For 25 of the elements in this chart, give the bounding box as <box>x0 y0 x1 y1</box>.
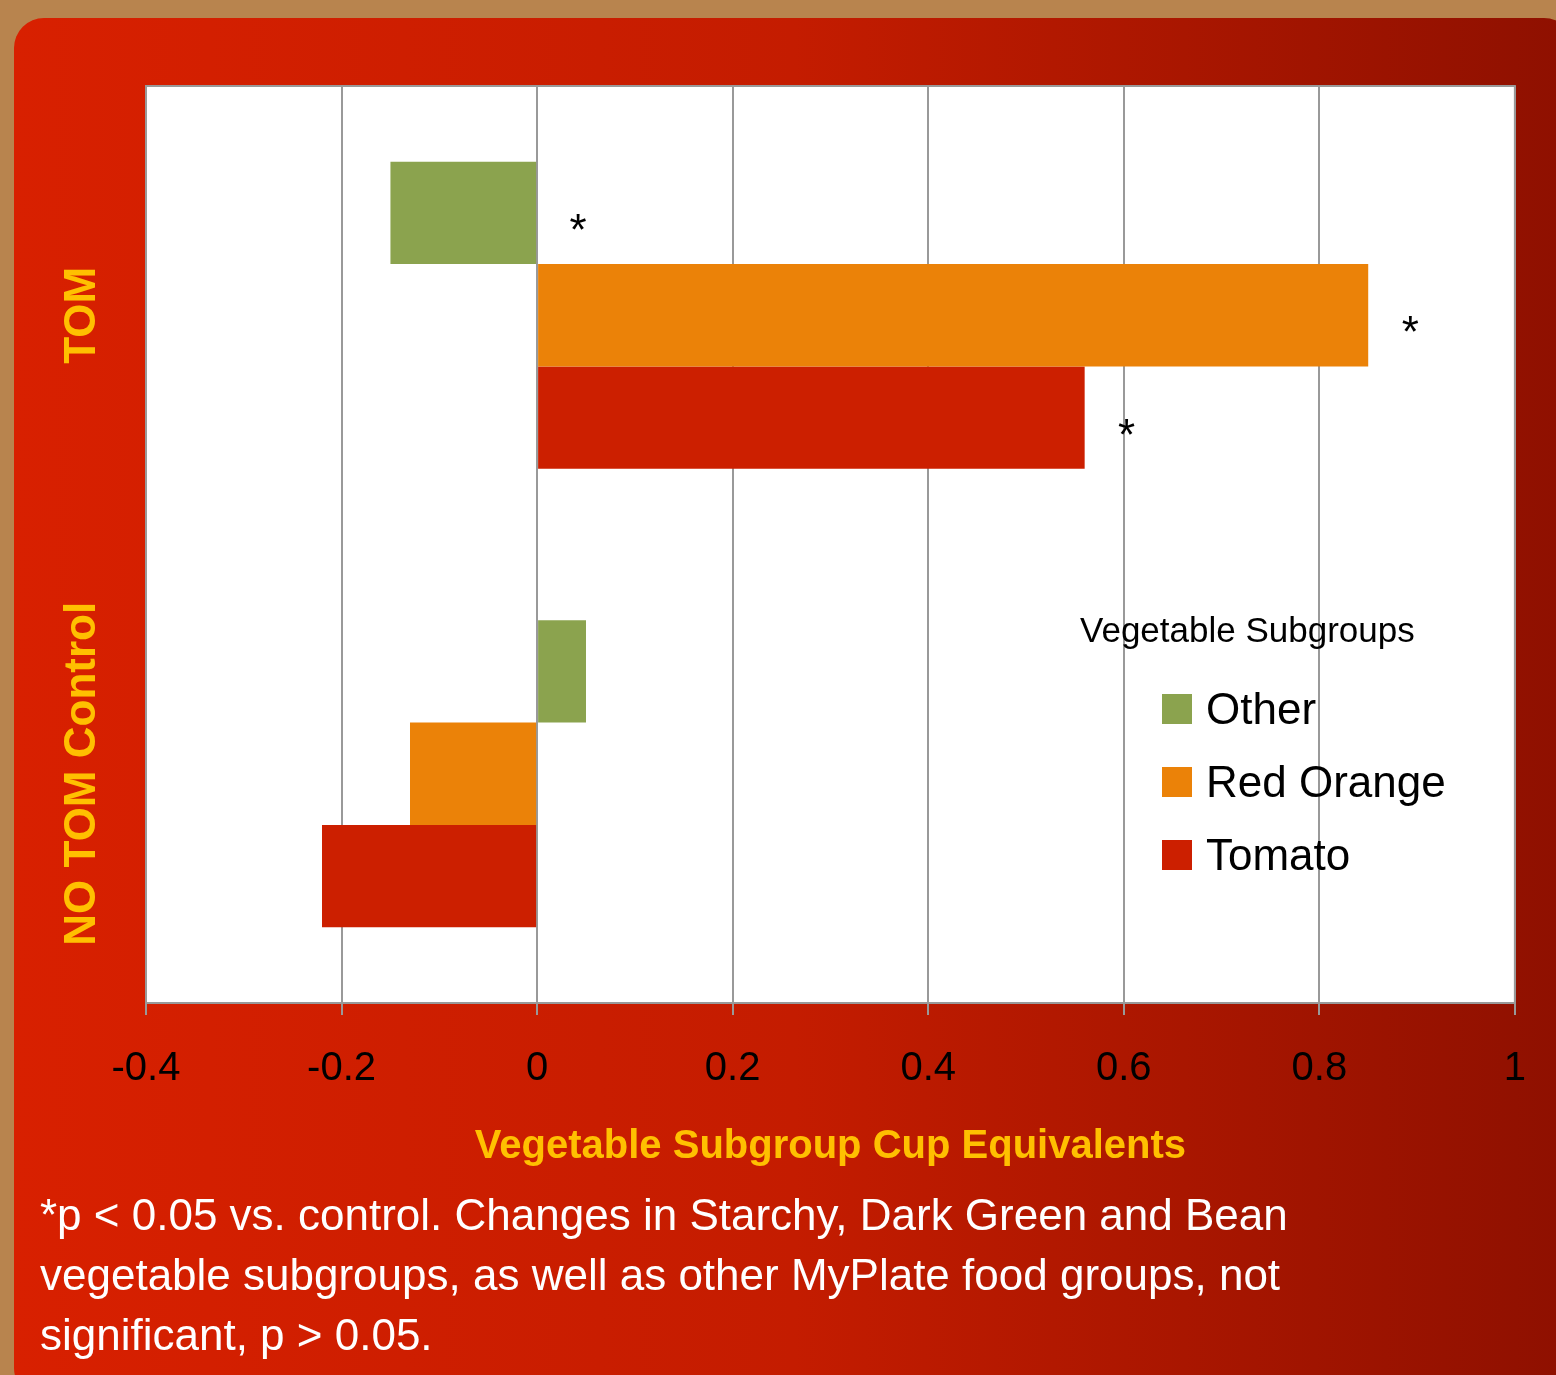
bar <box>538 264 1369 367</box>
x-tick-label: 0.8 <box>1291 1044 1348 1089</box>
data-label: * <box>1118 409 1136 459</box>
bar <box>322 824 537 928</box>
bar <box>410 722 537 825</box>
x-tick-label: -0.2 <box>307 1044 377 1089</box>
x-tick-label: 0.2 <box>704 1044 761 1089</box>
bar <box>390 161 537 265</box>
legend-label: Other <box>1206 683 1317 734</box>
x-tick-label: -0.4 <box>111 1044 181 1089</box>
text: *p < 0.05 vs. control. Changes in Starchy, Dark Green and Bean vegetable subgroups, as well as other MyPlate food groups, not significant, p > 0.05. <box>40 1189 1289 1361</box>
data-label: * <box>569 204 587 254</box>
data-label: * <box>1401 307 1419 357</box>
bar <box>538 620 586 723</box>
x-axis-title: Vegetable Subgroup Cup Equivalents <box>474 1122 1187 1167</box>
x-tick-label: 0.6 <box>1095 1044 1152 1089</box>
y-tick-label: NO TOM Control <box>55 601 105 946</box>
legend-label: Tomato <box>1206 829 1351 880</box>
x-tick-label: 0 <box>525 1044 549 1089</box>
x-tick-label: 0.4 <box>900 1044 957 1089</box>
y-tick-label: TOM <box>55 266 105 364</box>
x-tick-label: 1 <box>1503 1044 1526 1089</box>
legend-title: Vegetable Subgroups <box>1080 610 1416 650</box>
legend-label: Red Orange <box>1206 756 1446 807</box>
bar <box>538 366 1085 469</box>
